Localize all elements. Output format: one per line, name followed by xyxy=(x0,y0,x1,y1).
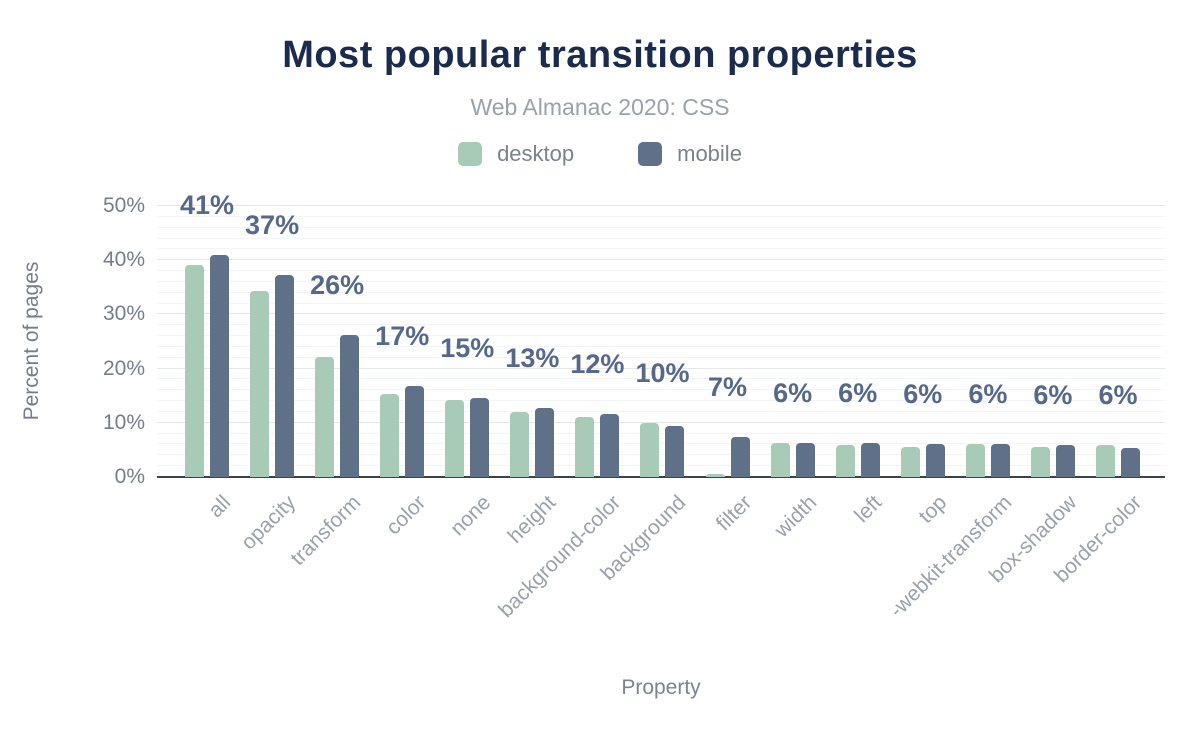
bar-value-label-top: 6% xyxy=(903,379,943,410)
x-axis-title: Property xyxy=(621,676,701,699)
minor-gridline-16 xyxy=(157,389,1165,391)
bar-mobile-height xyxy=(535,407,555,477)
minor-gridline-32 xyxy=(157,302,1165,304)
minor-gridline-18 xyxy=(157,378,1165,380)
minor-gridline-4 xyxy=(157,454,1165,456)
bar-desktop--webkit-transform xyxy=(965,444,985,477)
bar-value-label-filter: 7% xyxy=(708,371,748,402)
bar-value-label-transform: 26% xyxy=(310,270,365,300)
minor-gridline-14 xyxy=(157,400,1165,402)
major-gridline-50 xyxy=(157,205,1165,206)
bar-mobile-width xyxy=(795,442,815,477)
bar-value-label-background: 10% xyxy=(635,358,690,389)
bar-desktop-height xyxy=(510,411,530,477)
mobile-legend-swatch-icon xyxy=(638,142,663,166)
bar-mobile-all xyxy=(210,254,229,477)
minor-gridline-38 xyxy=(157,270,1165,272)
bar-mobile-top xyxy=(925,444,945,477)
bar-value-label-none: 15% xyxy=(440,332,495,363)
desktop-legend-swatch-icon xyxy=(458,142,483,166)
minor-gridline-12 xyxy=(157,410,1165,412)
bar-desktop-opacity xyxy=(250,291,270,477)
y-tick-label-50: 50% xyxy=(102,194,145,217)
major-gridline-30 xyxy=(157,313,1165,315)
y-tick-label-10: 10% xyxy=(102,410,145,434)
bar-mobile-filter xyxy=(730,436,750,477)
minor-gridline-34 xyxy=(157,291,1165,293)
bar-value-label-box-shadow: 6% xyxy=(1033,380,1073,411)
minor-gridline-22 xyxy=(157,356,1165,358)
y-tick-label-30: 30% xyxy=(102,302,145,326)
bar-mobile-color xyxy=(405,385,425,477)
minor-gridline-48 xyxy=(157,215,1165,217)
minor-gridline-8 xyxy=(157,432,1165,434)
bar-desktop-transform xyxy=(315,356,335,477)
x-axis-line xyxy=(157,476,1165,478)
bar-value-label-color: 17% xyxy=(375,320,430,351)
y-tick-label-40: 40% xyxy=(102,248,145,272)
bar-mobile-transform xyxy=(340,335,360,477)
chart-subtitle: Web Almanac 2020: CSS xyxy=(470,94,730,120)
legend-label-mobile: mobile xyxy=(677,141,742,166)
y-tick-label-20: 20% xyxy=(102,356,145,380)
minor-gridline-6 xyxy=(157,443,1165,445)
bar-value-label-opacity: 37% xyxy=(245,210,300,241)
legend-item-desktop: desktop xyxy=(458,141,574,167)
major-gridline-20 xyxy=(157,367,1165,369)
minor-gridline-28 xyxy=(157,324,1165,326)
bar-desktop-color xyxy=(380,393,400,477)
bar-desktop-filter xyxy=(705,474,725,477)
bar-mobile-opacity xyxy=(275,275,295,477)
bar-desktop-border-color xyxy=(1095,445,1115,477)
bar-desktop-background-color xyxy=(575,417,595,477)
y-tick-label-0: 0% xyxy=(114,465,145,488)
bar-desktop-background xyxy=(640,423,660,477)
bar-mobile-border-color xyxy=(1120,447,1140,477)
bar-mobile--webkit-transform xyxy=(990,444,1010,477)
bar-desktop-top xyxy=(900,446,920,477)
minor-gridline-46 xyxy=(157,226,1165,228)
bar-mobile-background-color xyxy=(600,414,620,477)
bar-desktop-box-shadow xyxy=(1030,446,1050,477)
minor-gridline-2 xyxy=(157,465,1165,467)
bar-mobile-background xyxy=(665,425,685,477)
bar-mobile-left xyxy=(860,442,880,477)
minor-gridline-36 xyxy=(157,280,1165,282)
minor-gridline-26 xyxy=(157,335,1165,337)
bar-desktop-width xyxy=(770,442,790,477)
minor-gridline-24 xyxy=(157,345,1165,347)
bar-value-label--webkit-transform: 6% xyxy=(968,379,1008,410)
bar-value-label-left: 6% xyxy=(838,377,878,408)
bar-value-label-border-color: 6% xyxy=(1098,380,1138,411)
bar-mobile-box-shadow xyxy=(1055,445,1075,477)
bar-value-label-height: 13% xyxy=(505,342,560,373)
bar-value-label-width: 6% xyxy=(773,377,813,408)
major-gridline-40 xyxy=(157,259,1165,261)
bar-desktop-all xyxy=(185,265,204,477)
plot-area: 41% 37% 26% 17% 15% 13% 12% 10% 7% 6% 6% 6% 6% 6% 6% xyxy=(157,190,1165,478)
bar-mobile-none xyxy=(470,397,490,477)
minor-gridline-44 xyxy=(157,237,1165,239)
legend-item-mobile: mobile xyxy=(638,141,742,167)
bar-value-label-background-color: 12% xyxy=(570,349,625,380)
bar-desktop-left xyxy=(835,445,855,477)
minor-gridline-42 xyxy=(157,248,1165,250)
major-gridline-10 xyxy=(157,421,1165,423)
bar-desktop-none xyxy=(445,400,465,477)
bar-value-label-all: 41% xyxy=(179,189,235,220)
legend: desktop mobile xyxy=(0,141,1200,167)
legend-label-desktop: desktop xyxy=(497,141,575,166)
chart-title: Most popular transition properties xyxy=(282,34,918,76)
y-axis-title: Percent of pages xyxy=(20,261,43,421)
